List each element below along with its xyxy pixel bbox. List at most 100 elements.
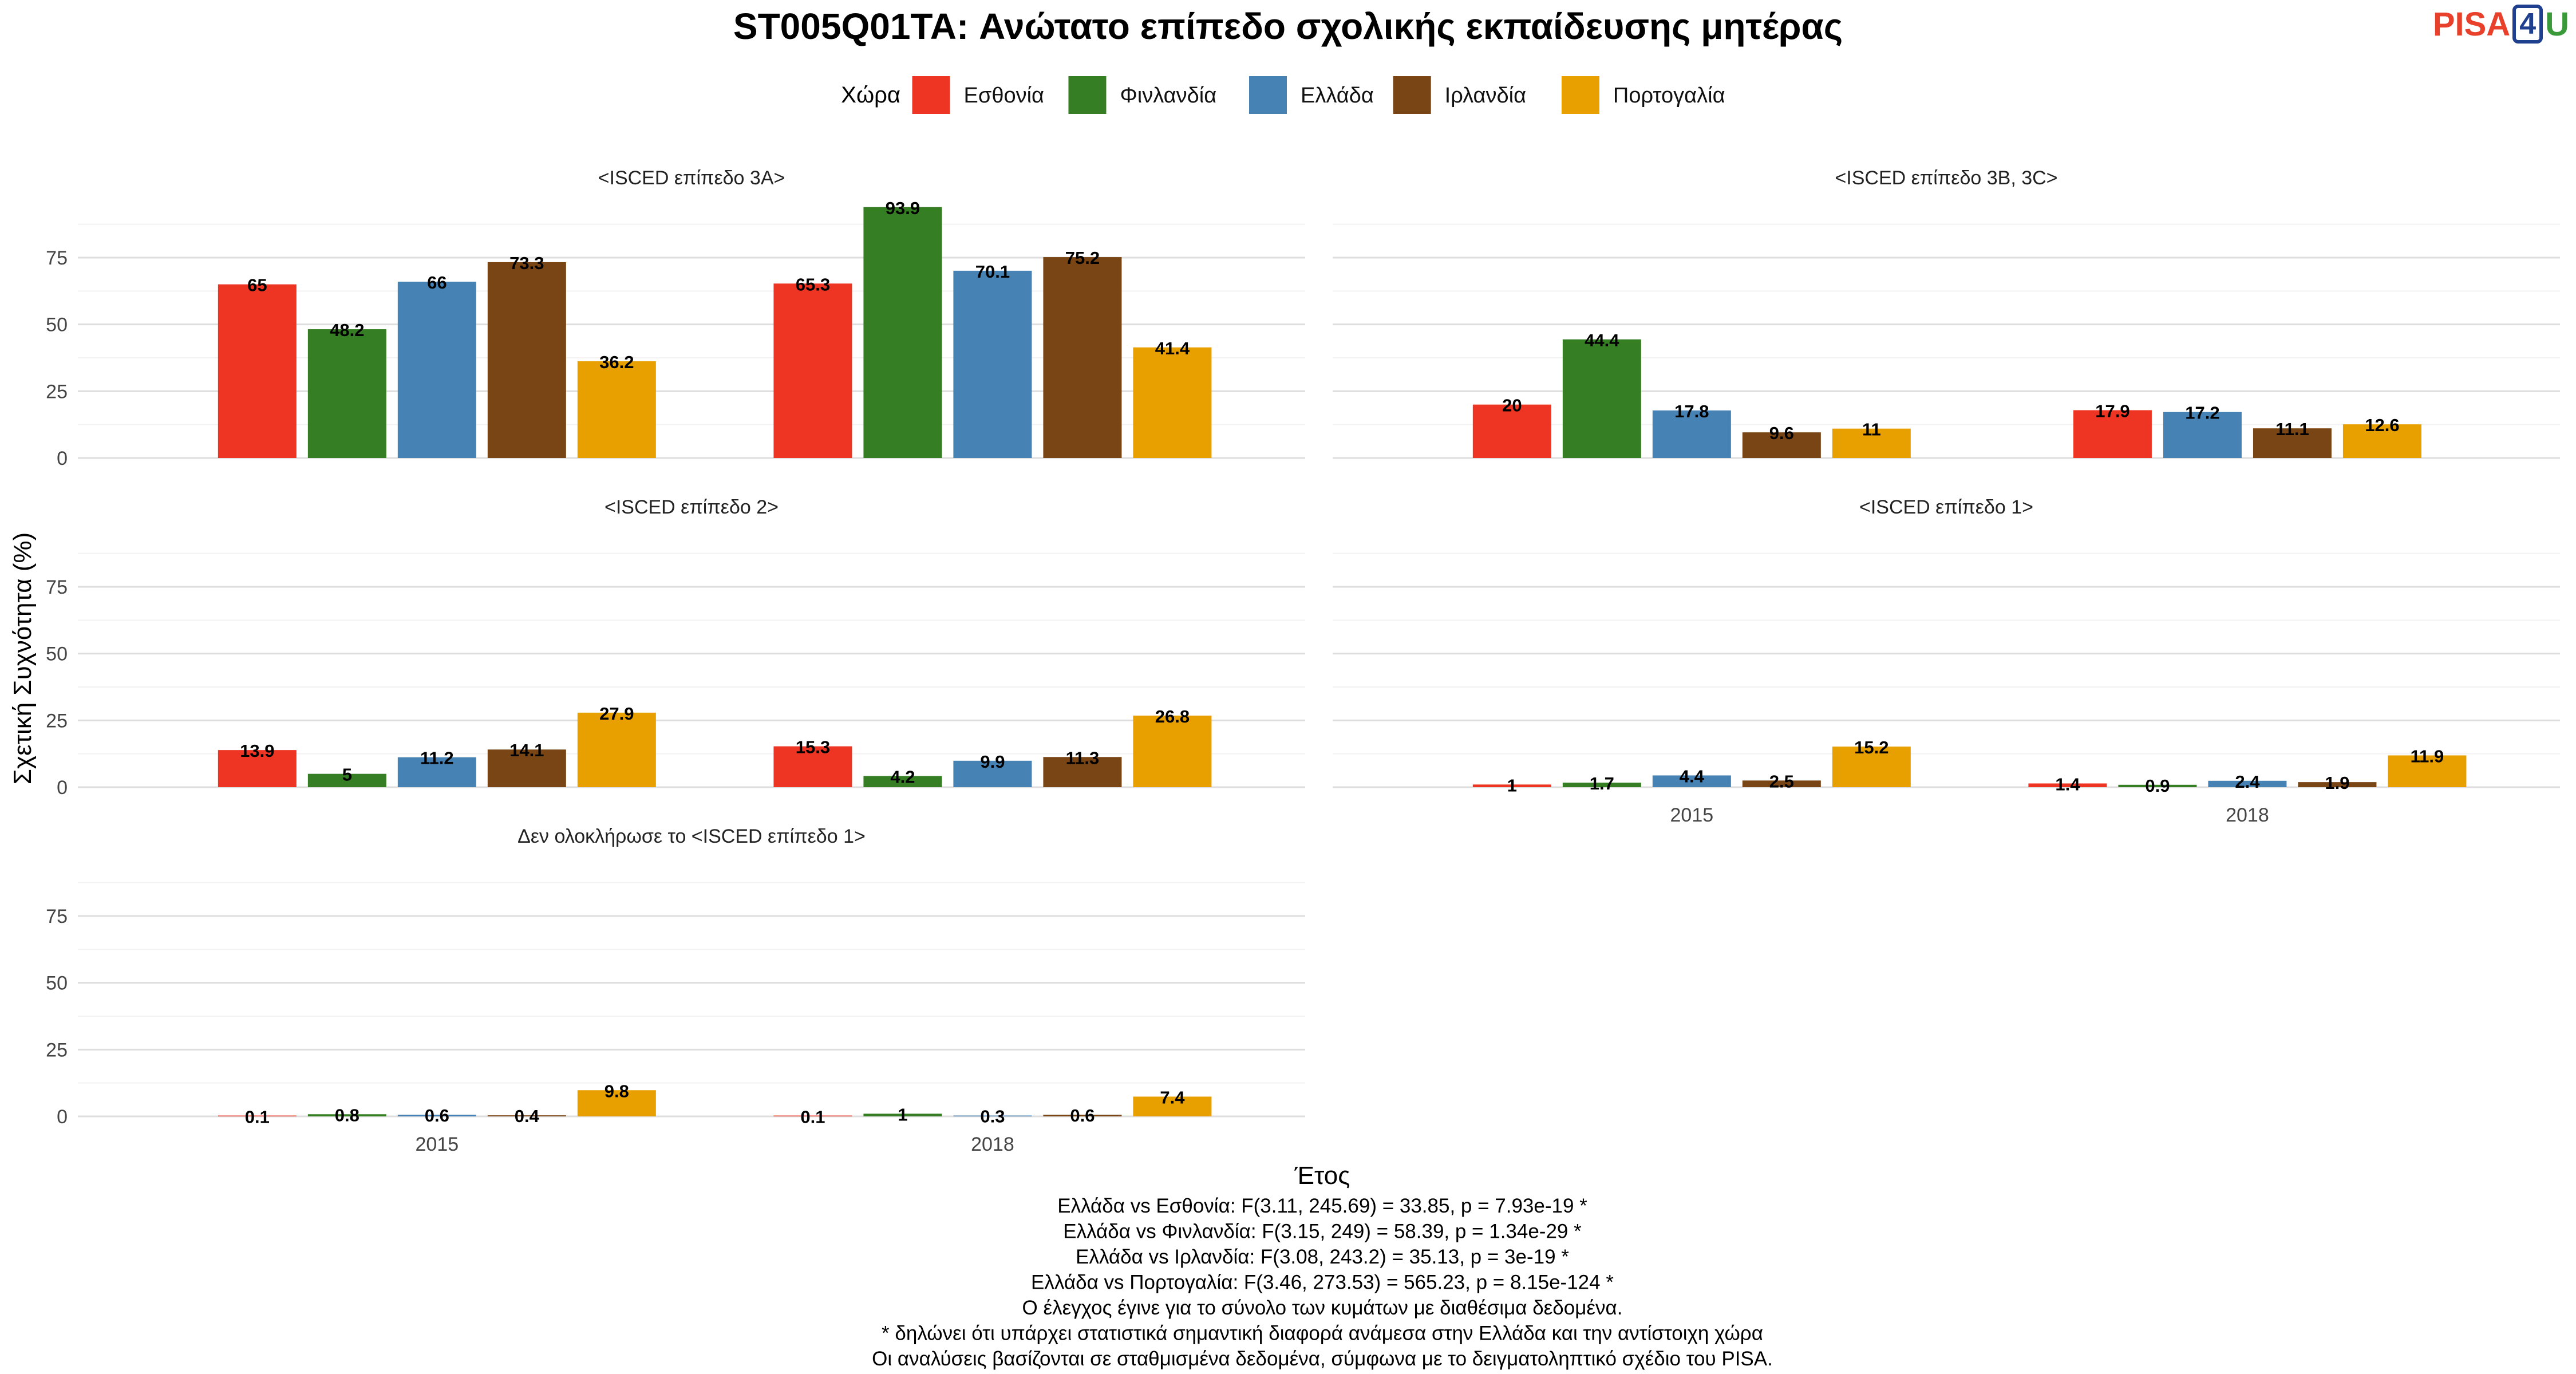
logo-u: U	[2545, 5, 2569, 43]
panel-1-data-label-2018-ιρλανδία: 75.2	[1065, 248, 1100, 268]
panel-3-ytick-label-0: 0	[57, 777, 68, 799]
panel-3-bar-2018-φινλανδία	[863, 776, 942, 787]
caption-line-6: * δηλώνει ότι υπάρχει στατιστικά σημαντι…	[882, 1322, 1763, 1345]
panel-4-bar-2018-ιρλανδία	[2298, 782, 2377, 787]
panel-5-ytick-label-50: 50	[46, 973, 68, 994]
caption-line-1: Ελλάδα vs Εσθονία: F(3.11, 245.69) = 33.…	[1057, 1195, 1587, 1217]
panel-1-bar-2018-ελλάδα	[953, 270, 1032, 458]
panel-2-data-label-2015-ιρλανδία: 9.6	[1769, 423, 1794, 443]
caption-line-2: Ελλάδα vs Φινλανδία: F(3.15, 249) = 58.3…	[1063, 1221, 1582, 1243]
panel-4-bar-2018-ελλάδα	[2208, 780, 2287, 787]
panel-5-data-label-2018-ιρλανδία: 0.6	[1070, 1105, 1095, 1126]
panel-1-strip-title: <ISCED επίπεδο 3A>	[598, 167, 785, 189]
panel-1-bar-2015-φινλανδία	[307, 329, 386, 458]
panel-1-ytick-label-50: 50	[46, 314, 68, 336]
panel-4-bar-2018-φινλανδία	[2118, 784, 2197, 787]
panel-4-data-label-2015-φινλανδία: 1.7	[1590, 773, 1614, 793]
panel-2-bar-2015-εσθονία	[1472, 404, 1551, 458]
panel-1-data-label-2018-φινλανδία: 93.9	[886, 198, 920, 218]
panel-4-bar-2015-πορτογαλία	[1832, 747, 1911, 787]
logo-four: 4	[2512, 5, 2543, 44]
panel-5-bar-2018-εσθονία	[773, 1115, 852, 1116]
panel-5-data-label-2015-πορτογαλία: 9.8	[605, 1081, 629, 1101]
panel-1-ytick-label-25: 25	[46, 381, 68, 402]
panel-3-data-label-2018-φινλανδία: 4.2	[890, 767, 915, 787]
panel-3-data-label-2015-εσθονία: 13.9	[240, 741, 274, 761]
panel-3-bar-2018-ελλάδα	[953, 760, 1032, 787]
caption-line-7: Οι αναλύσεις βασίζονται σε σταθμισμένα δ…	[872, 1348, 1773, 1370]
panel-3-bar-2018-ιρλανδία	[1043, 757, 1122, 787]
panel-1-data-label-2015-ιρλανδία: 73.3	[509, 253, 544, 273]
y-axis-title: Σχετική Συχνότητα (%)	[9, 532, 37, 785]
panel-3-bar-2018-εσθονία	[773, 746, 852, 787]
panel-1-bar-2015-ελλάδα	[397, 282, 476, 458]
panel-4-data-label-2018-εσθονία: 1.4	[2055, 774, 2080, 794]
panel-3-bar-2015-ιρλανδία	[487, 749, 566, 787]
panel-4-data-label-2015-εσθονία: 1	[1507, 775, 1517, 795]
panel-2-data-label-2015-φινλανδία: 44.4	[1585, 330, 1619, 350]
panel-5-strip-title: Δεν ολοκλήρωσε το <ISCED επίπεδο 1>	[517, 826, 866, 847]
panel-3-data-label-2015-ιρλανδία: 14.1	[509, 740, 544, 760]
panel-5-data-label-2018-πορτογαλία: 7.4	[1160, 1087, 1185, 1107]
panel-1-bar-2018-φινλανδία	[863, 207, 942, 458]
panel-5-ytick-label-25: 25	[46, 1039, 68, 1061]
panel-5-data-label-2015-ιρλανδία: 0.4	[515, 1106, 540, 1126]
panel-4-xtick-label-2018: 2018	[2226, 804, 2269, 826]
panel-5-bar-2015-ιρλανδία	[487, 1115, 566, 1116]
panel-1-ytick-label-75: 75	[46, 247, 68, 269]
panel-2-data-label-2018-πορτογαλία: 12.6	[2365, 415, 2399, 435]
panel-1-data-label-2015-ελλάδα: 66	[427, 273, 447, 293]
panel-1-bar-2015-πορτογαλία	[577, 361, 656, 458]
panel-2-bar-2015-ιρλανδία	[1742, 432, 1821, 458]
panel-5-bar-2015-φινλανδία	[307, 1114, 386, 1116]
panel-2-strip-title: <ISCED επίπεδο 3B, 3C>	[1835, 167, 2057, 189]
panel-3-bar-2018-πορτογαλία	[1133, 715, 1212, 787]
panel-4-data-label-2018-ιρλανδία: 1.9	[2325, 773, 2349, 793]
panel-2-data-label-2015-ελλάδα: 17.8	[1674, 401, 1709, 421]
panel-2-bar-2015-πορτογαλία	[1832, 428, 1911, 458]
panel-4-data-label-2015-ελλάδα: 4.4	[1680, 766, 1705, 786]
panel-5-xtick-label-2015: 2015	[416, 1134, 459, 1155]
panel-3-bar-2015-φινλανδία	[307, 773, 386, 787]
panel-1-bar-2018-ιρλανδία	[1043, 257, 1122, 458]
panel-3-data-label-2015-φινλανδία: 5	[342, 765, 352, 785]
panel-5-bar-2015-ελλάδα	[397, 1115, 476, 1116]
panel-1-bar-2015-ιρλανδία	[487, 262, 566, 458]
panel-3-data-label-2015-ελλάδα: 11.2	[420, 748, 454, 768]
panel-3-bar-2015-ελλάδα	[397, 757, 476, 787]
legend-label-πορτογαλία: Πορτογαλία	[1613, 84, 1725, 108]
legend-key-εσθονία	[912, 76, 950, 114]
panel-5-data-label-2015-εσθονία: 0.1	[245, 1107, 270, 1127]
legend-label-φινλανδία: Φινλανδία	[1120, 84, 1216, 108]
panel-1-data-label-2015-πορτογαλία: 36.2	[599, 352, 634, 372]
caption-line-3: Ελλάδα vs Ιρλανδία: F(3.08, 243.2) = 35.…	[1076, 1246, 1569, 1268]
panel-4-bar-2015-φινλανδία	[1562, 783, 1641, 787]
panel-4-data-label-2018-φινλανδία: 0.9	[2145, 776, 2170, 796]
caption-line-5: Ο έλεγχος έγινε για το σύνολο των κυμάτω…	[1022, 1297, 1623, 1319]
pisa4u-logo: PISA 4 U	[2433, 5, 2569, 44]
panel-3-data-label-2018-ιρλανδία: 11.3	[1066, 748, 1100, 768]
panel-5-bar-2018-ελλάδα	[953, 1115, 1032, 1116]
legend-key-ελλάδα	[1249, 76, 1287, 114]
panel-2-data-label-2018-ιρλανδία: 11.1	[2275, 419, 2309, 439]
legend-title: Χώρα	[841, 82, 900, 108]
panel-5-bar-2015-εσθονία	[218, 1115, 297, 1116]
panel-3-strip-title: <ISCED επίπεδο 2>	[605, 496, 779, 518]
panel-3-data-label-2015-πορτογαλία: 27.9	[599, 704, 634, 724]
caption-line-4: Ελλάδα vs Πορτογαλία: F(3.46, 273.53) = …	[1031, 1272, 1614, 1294]
panel-3-data-label-2018-πορτογαλία: 26.8	[1155, 706, 1190, 727]
panel-4-data-label-2015-πορτογαλία: 15.2	[1854, 737, 1888, 757]
panel-2-bar-2015-φινλανδία	[1562, 339, 1641, 458]
panel-4-xtick-label-2015: 2015	[1670, 804, 1714, 826]
panel-5-data-label-2018-φινλανδία: 1	[898, 1104, 907, 1124]
panel-2-data-label-2015-εσθονία: 20	[1502, 396, 1522, 416]
panel-5-bar-2015-πορτογαλία	[577, 1090, 656, 1116]
panel-5-xtick-label-2018: 2018	[971, 1134, 1014, 1155]
panel-4-bar-2018-εσθονία	[2028, 783, 2107, 787]
chart-title: ST005Q01TA: Ανώτατο επίπεδο σχολικής εκπ…	[733, 6, 1843, 47]
legend-label-εσθονία: Εσθονία	[964, 84, 1044, 108]
panel-1-data-label-2015-εσθονία: 65	[247, 275, 267, 295]
panel-4-bar-2015-εσθονία	[1472, 784, 1551, 787]
legend-key-πορτογαλία	[1561, 76, 1599, 114]
